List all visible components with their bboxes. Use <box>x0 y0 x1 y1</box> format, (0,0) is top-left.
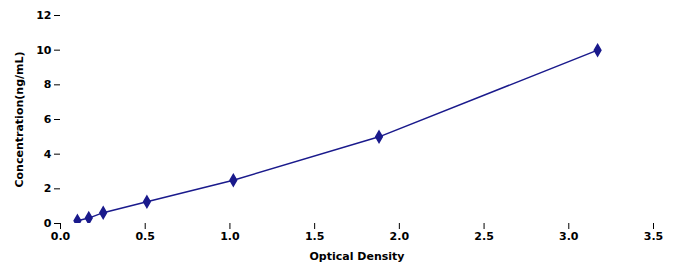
svg-text:3.5: 3.5 <box>644 230 664 243</box>
svg-text:6: 6 <box>44 113 52 126</box>
svg-text:1.5: 1.5 <box>305 230 325 243</box>
svg-text:4: 4 <box>44 148 52 161</box>
svg-text:2.5: 2.5 <box>474 230 494 243</box>
svg-text:12: 12 <box>36 9 51 22</box>
svg-text:0.5: 0.5 <box>135 230 155 243</box>
svg-text:3.0: 3.0 <box>559 230 579 243</box>
svg-text:2.0: 2.0 <box>390 230 410 243</box>
svg-text:10: 10 <box>36 44 52 57</box>
svg-text:Concentration(ng/mL): Concentration(ng/mL) <box>13 51 26 187</box>
svg-text:1.0: 1.0 <box>220 230 240 243</box>
svg-text:Optical Density: Optical Density <box>310 250 405 263</box>
svg-text:0: 0 <box>44 217 52 230</box>
svg-text:2: 2 <box>44 182 52 195</box>
svg-text:0.0: 0.0 <box>51 230 71 243</box>
svg-text:8: 8 <box>44 78 52 91</box>
